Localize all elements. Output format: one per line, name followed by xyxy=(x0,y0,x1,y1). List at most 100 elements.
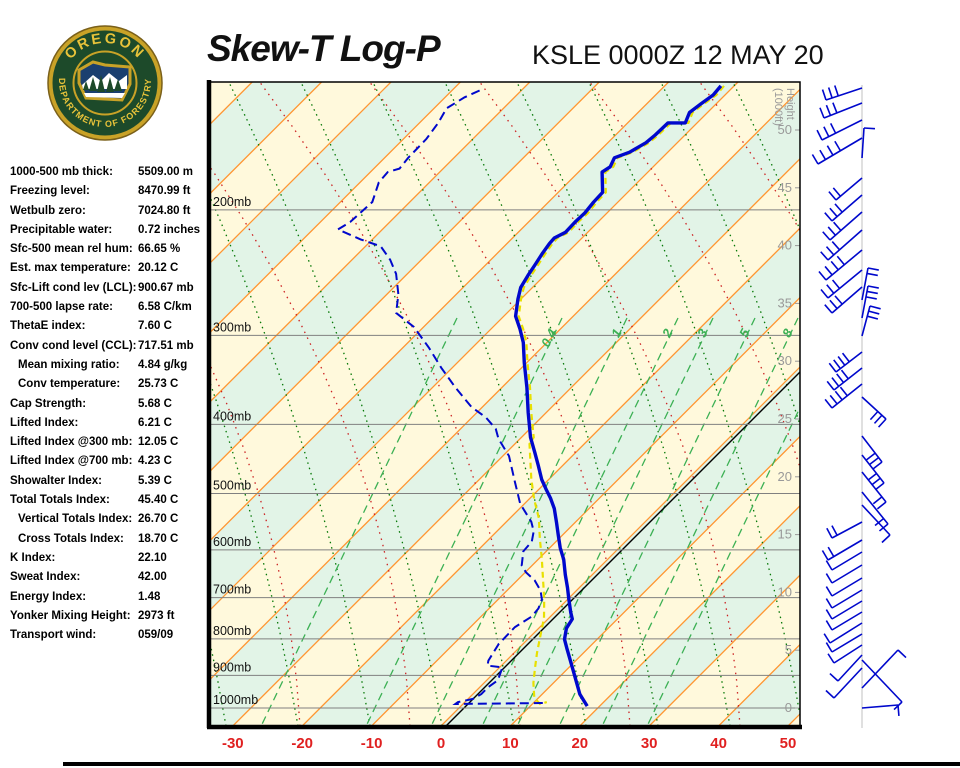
svg-text:10: 10 xyxy=(778,584,792,599)
svg-text:20: 20 xyxy=(571,735,588,752)
index-row: Energy Index: 1.48 xyxy=(10,591,206,610)
dewpoint-trace xyxy=(335,89,548,706)
indices-panel: 1000-500 mb thick: 5509.00 m Freezing leve… xyxy=(10,166,206,648)
svg-text:10: 10 xyxy=(502,735,519,752)
index-row: Cap Strength: 5.68 C xyxy=(10,398,206,417)
svg-text:45: 45 xyxy=(778,180,792,195)
wind-barb xyxy=(825,577,863,597)
wind-barb xyxy=(825,667,863,699)
wind-barb xyxy=(821,539,863,561)
logo-state-emblem xyxy=(77,60,132,102)
svg-text:35: 35 xyxy=(778,295,792,310)
svg-text:800mb: 800mb xyxy=(213,624,251,638)
wind-barb xyxy=(861,396,887,428)
wind-barb xyxy=(828,351,863,373)
index-value: 66.65 % xyxy=(138,243,181,256)
index-label: Conv temperature: xyxy=(18,378,121,391)
wind-barb xyxy=(824,286,863,314)
svg-text:15: 15 xyxy=(778,527,792,542)
svg-text:700mb: 700mb xyxy=(213,583,251,597)
svg-text:5: 5 xyxy=(785,642,792,657)
height-axis-title: Height(1000ft) xyxy=(772,88,796,126)
index-value: 5.68 C xyxy=(138,397,172,410)
wind-barb xyxy=(861,704,900,717)
svg-text:300mb: 300mb xyxy=(213,320,251,334)
index-value: 20.12 C xyxy=(138,262,179,275)
index-value: 6.21 C xyxy=(138,416,172,429)
odf-logo: OREGON DEPARTMENT OF FORESTRY xyxy=(47,25,163,141)
wind-barb xyxy=(827,644,863,664)
index-row: Mean mixing ratio: 4.84 g/kg xyxy=(10,359,206,378)
index-row: Vertical Totals Index: 26.70 C xyxy=(10,513,206,532)
index-value: 5509.00 m xyxy=(138,166,193,178)
svg-text:50: 50 xyxy=(780,735,797,752)
wind-barb xyxy=(861,471,887,510)
index-row: Transport wind: 059/09 xyxy=(10,629,206,648)
wind-barb xyxy=(825,633,863,653)
svg-text:-20: -20 xyxy=(291,735,313,752)
index-row: Showalter Index: 5.39 C xyxy=(10,475,206,494)
wind-barb xyxy=(821,85,863,101)
index-label: Cross Totals Index: xyxy=(18,532,124,545)
wind-barb xyxy=(829,654,863,682)
index-value: 900.67 mb xyxy=(138,281,194,294)
svg-text:-30: -30 xyxy=(222,735,244,752)
wind-barb xyxy=(826,367,863,391)
index-value: 0.72 inches xyxy=(138,223,201,236)
index-row: Sfc-500 mean rel hum: 66.65 % xyxy=(10,243,206,262)
svg-text:600mb: 600mb xyxy=(213,535,251,549)
wind-barb xyxy=(825,589,863,609)
wind-barb xyxy=(861,127,876,159)
index-label: Lifted Index @300 mb: xyxy=(10,436,133,449)
height-labels: 0 5 10 15 20 25 30 35 40 45 50 xyxy=(778,122,800,715)
temp-axis-labels: -30 -20 -10 0 10 20 30 40 50 xyxy=(222,735,796,752)
index-row: Yonker Mixing Height: 2973 ft xyxy=(10,610,206,629)
index-label: Lifted Index: xyxy=(10,416,79,429)
index-label: Vertical Totals Index: xyxy=(18,513,133,526)
index-value: 22.10 xyxy=(138,551,167,564)
page-title: Skew-T Log-P xyxy=(207,28,441,69)
wind-barb xyxy=(823,622,863,644)
index-row: Wetbulb zero: 7024.80 ft xyxy=(10,205,206,224)
wind-barb xyxy=(811,137,863,165)
wind-barb xyxy=(819,102,863,119)
svg-text:1000mb: 1000mb xyxy=(213,693,258,707)
index-label: Mean mixing ratio: xyxy=(18,358,120,371)
index-value: 18.70 C xyxy=(138,532,179,545)
svg-text:200mb: 200mb xyxy=(213,195,251,209)
index-value: 8470.99 ft xyxy=(138,185,191,198)
index-value: 25.73 C xyxy=(138,378,179,391)
index-label: Cap Strength: xyxy=(10,397,87,410)
index-value: 7024.80 ft xyxy=(138,204,191,217)
wind-barb xyxy=(825,564,863,584)
index-label: Freezing level: xyxy=(10,185,90,198)
index-label: ThetaE index: xyxy=(10,320,86,333)
index-label: Est. max temperature: xyxy=(10,262,131,275)
index-label: 700-500 lapse rate: xyxy=(10,301,113,314)
index-value: 7.60 C xyxy=(138,320,172,333)
index-value: 2973 ft xyxy=(138,609,175,622)
wind-barb xyxy=(816,119,863,141)
index-row: 700-500 lapse rate: 6.58 C/km xyxy=(10,301,206,320)
wind-barb xyxy=(820,229,863,261)
parcel-reference-line xyxy=(445,371,800,726)
index-row: Cross Totals Index: 18.70 C xyxy=(10,533,206,552)
index-row: Lifted Index @300 mb: 12.05 C xyxy=(10,436,206,455)
svg-text:30: 30 xyxy=(778,353,792,368)
wind-barb xyxy=(861,305,881,337)
pressure-labels: 200mb 300mb 400mb 500mb 600mb 700mb 800mb 900mb… xyxy=(213,195,258,707)
chart-plot-area xyxy=(210,82,800,726)
index-row: Conv cond level (CCL): 717.51 mb xyxy=(10,340,206,359)
index-row: Lifted Index: 6.21 C xyxy=(10,417,206,436)
wind-barb xyxy=(861,285,879,319)
index-row: Sweat Index: 42.00 xyxy=(10,571,206,590)
index-value: 5.39 C xyxy=(138,474,172,487)
index-value: 12.05 C xyxy=(138,436,179,449)
index-label: Yonker Mixing Height: xyxy=(10,609,131,622)
wind-barb xyxy=(822,211,863,241)
index-value: 4.23 C xyxy=(138,455,172,468)
wind-barb xyxy=(861,435,883,470)
svg-text:0: 0 xyxy=(785,700,792,715)
svg-text:900mb: 900mb xyxy=(213,660,251,674)
